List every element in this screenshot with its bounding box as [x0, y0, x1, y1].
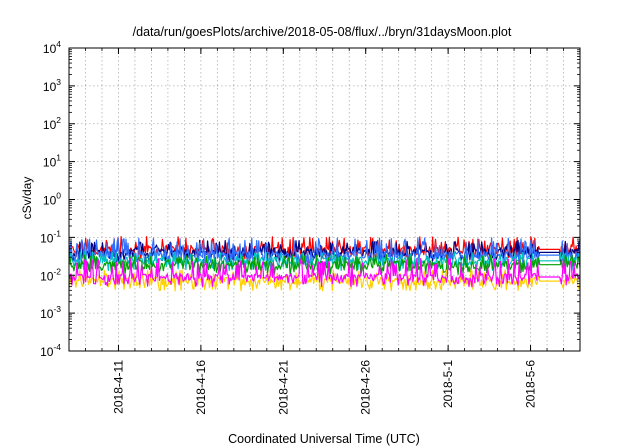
x-tick-label: 2018-4-16 — [194, 360, 208, 415]
series-lines — [68, 236, 581, 292]
x-tick-label: 2018-4-26 — [359, 360, 373, 415]
y-tick-label: 102 — [43, 115, 61, 132]
x-tick-label: 2018-4-21 — [276, 360, 290, 415]
x-axis: 2018-4-11 2018-4-16 2018-4-21 2018-4-26 2018… — [68, 48, 581, 415]
series-line — [68, 269, 581, 292]
y-axis: 10-4 10-3 10-2 10-1 100 101 102 103 104 — [40, 39, 580, 359]
y-tick-label: 100 — [43, 191, 61, 208]
y-tick-label: 10-2 — [40, 266, 61, 283]
y-axis-label: cSv/day — [20, 177, 34, 220]
y-tick-label: 104 — [43, 39, 61, 56]
series-line — [68, 257, 581, 288]
x-tick-label: 2018-4-11 — [111, 360, 125, 414]
x-tick-label: 2018-5-1 — [441, 360, 455, 408]
series-line — [68, 251, 581, 272]
y-tick-label: 101 — [43, 153, 61, 170]
chart-title: /data/run/goesPlots/archive/2018-05-08/f… — [133, 25, 512, 39]
x-axis-label: Coordinated Universal Time (UTC) — [228, 432, 420, 446]
x-tick-label: 2018-5-6 — [524, 360, 538, 408]
y-tick-label: 10-4 — [40, 342, 61, 359]
y-tick-label: 10-1 — [40, 228, 61, 245]
y-tick-label: 103 — [43, 77, 61, 94]
y-tick-label: 10-3 — [40, 304, 61, 321]
grid — [69, 48, 580, 351]
